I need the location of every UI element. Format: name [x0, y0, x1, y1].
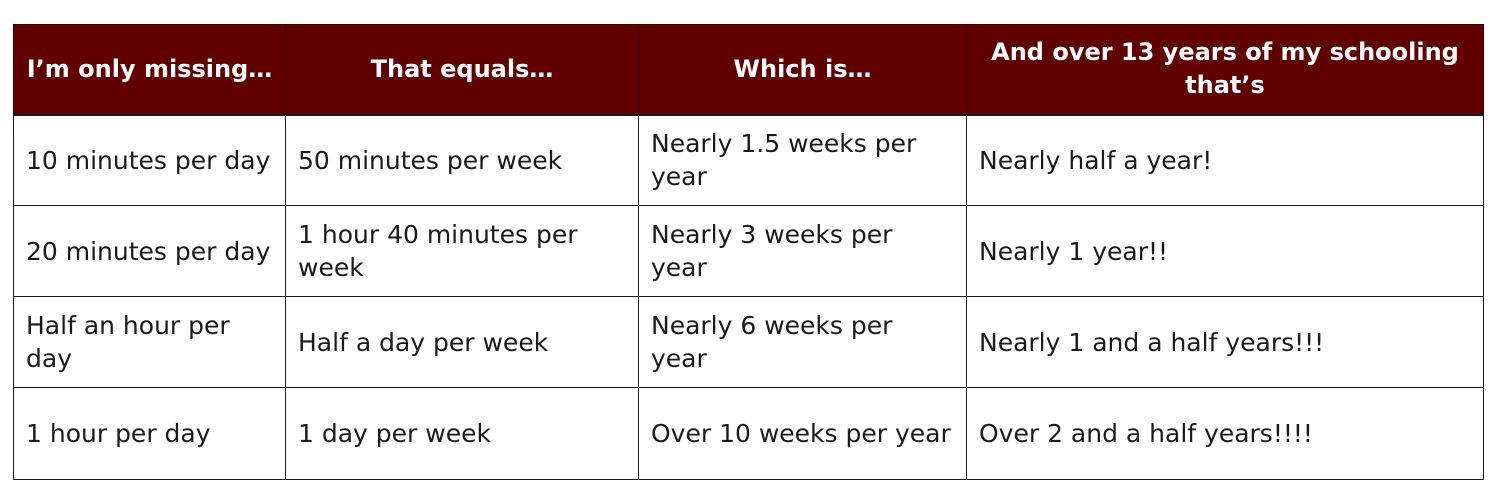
cell-missing: 1 hour per day: [13, 387, 286, 480]
cell-over-13-years: Nearly 1 and a half years!!!: [966, 296, 1484, 388]
table-row: 10 minutes per day 50 minutes per week N…: [13, 114, 1484, 206]
header-which-is: Which is…: [638, 24, 967, 116]
cell-missing: 20 minutes per day: [13, 205, 286, 297]
cell-which-is: Nearly 3 weeks per year: [638, 205, 967, 297]
header-equals: That equals…: [285, 24, 639, 116]
table-header: I’m only missing… That equals… Which is……: [13, 24, 1484, 116]
table-row: 1 hour per day 1 day per week Over 10 we…: [13, 387, 1484, 480]
cell-which-is: Over 10 weeks per year: [638, 387, 967, 480]
cell-over-13-years: Nearly half a year!: [966, 114, 1484, 206]
cell-over-13-years: Nearly 1 year!!: [966, 205, 1484, 297]
header-row: I’m only missing… That equals… Which is……: [13, 24, 1484, 116]
cell-equals: 50 minutes per week: [285, 114, 639, 206]
cell-over-13-years: Over 2 and a half years!!!!: [966, 387, 1484, 480]
cell-missing: Half an hour per day: [13, 296, 286, 388]
table-row: Half an hour per day Half a day per week…: [13, 296, 1484, 388]
table-body: 10 minutes per day 50 minutes per week N…: [13, 114, 1484, 480]
attendance-table-container: I’m only missing… That equals… Which is……: [13, 24, 1484, 480]
cell-equals: Half a day per week: [285, 296, 639, 388]
table-row: 20 minutes per day 1 hour 40 minutes per…: [13, 205, 1484, 297]
cell-equals: 1 hour 40 minutes per week: [285, 205, 639, 297]
header-missing: I’m only missing…: [13, 24, 286, 116]
cell-which-is: Nearly 6 weeks per year: [638, 296, 967, 388]
cell-which-is: Nearly 1.5 weeks per year: [638, 114, 967, 206]
cell-equals: 1 day per week: [285, 387, 639, 480]
cell-missing: 10 minutes per day: [13, 114, 286, 206]
attendance-table: I’m only missing… That equals… Which is……: [13, 24, 1484, 480]
header-over-13-years: And over 13 years of my schooling that’s: [966, 24, 1484, 116]
